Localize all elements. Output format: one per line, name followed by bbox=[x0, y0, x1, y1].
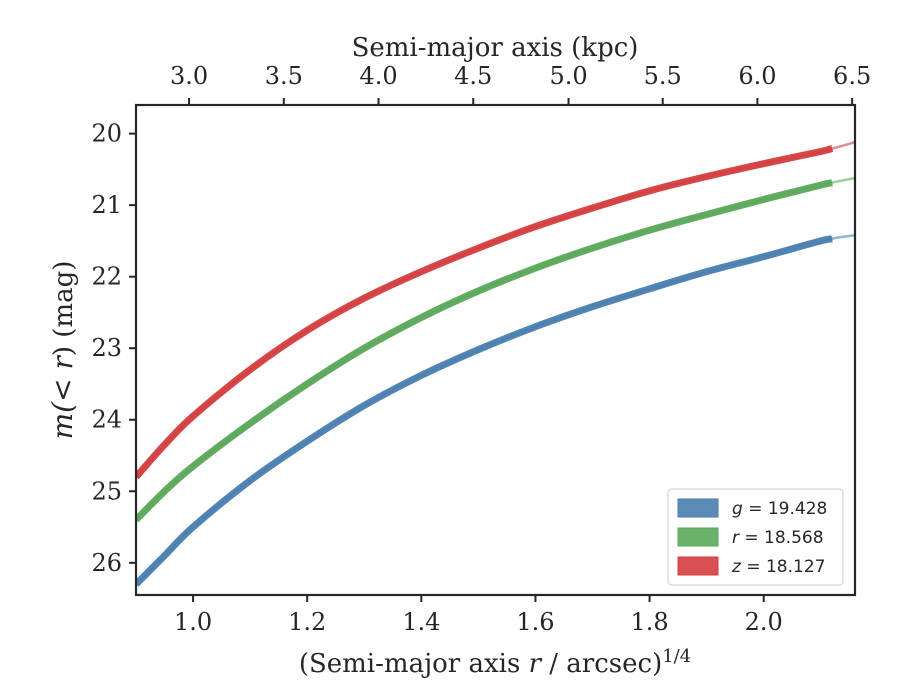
series-z-band bbox=[136, 145, 834, 480]
y-axis-title: m(< r) (mag) bbox=[46, 261, 79, 440]
y-tick-label: 20 bbox=[91, 120, 122, 148]
legend-swatch-z bbox=[677, 556, 719, 576]
legend-swatch-g bbox=[677, 498, 719, 518]
legend-swatch-r bbox=[677, 527, 719, 547]
x-tick-label: 1.4 bbox=[402, 608, 440, 636]
top-tick-label: 6.5 bbox=[833, 62, 871, 90]
series-g-band bbox=[136, 235, 833, 587]
series-layer bbox=[136, 140, 855, 587]
series-r-band bbox=[136, 179, 833, 523]
x-tick-label: 1.6 bbox=[516, 608, 554, 636]
y-tick-label: 24 bbox=[91, 406, 122, 434]
series-r-model-line bbox=[136, 176, 855, 521]
y-tick-label: 26 bbox=[91, 549, 122, 577]
x-tick-label: 1.2 bbox=[288, 608, 326, 636]
x-axis-title: (Semi-major axis r / arcsec)1/4 bbox=[299, 646, 691, 679]
ticks-layer: 1.0 1.2 1.4 1.6 1.8 2.0 20 21 22 23 24 25 26 3.0 3.5 4.… bbox=[91, 62, 871, 636]
y-tick-label: 22 bbox=[91, 263, 122, 291]
legend-label-g: g = 19.428 bbox=[732, 499, 827, 519]
top-tick-label: 6.0 bbox=[738, 62, 776, 90]
top-tick-label: 3.5 bbox=[265, 62, 303, 90]
legend-label-z: z = 18.127 bbox=[731, 557, 825, 577]
y-tick-label: 23 bbox=[91, 334, 122, 362]
x-tick-label: 1.8 bbox=[630, 608, 668, 636]
y-tick-label: 25 bbox=[91, 477, 122, 505]
top-tick-label: 5.0 bbox=[549, 62, 587, 90]
plot-frame bbox=[134, 103, 857, 597]
top-tick-label: 4.5 bbox=[454, 62, 492, 90]
top-axis-title: Semi-major axis (kpc) bbox=[352, 33, 639, 63]
y-tick-label: 21 bbox=[91, 191, 122, 219]
legend: g = 19.428 r = 18.568 z = 18.127 bbox=[667, 488, 844, 586]
top-tick-label: 4.0 bbox=[359, 62, 397, 90]
top-tick-label: 5.5 bbox=[644, 62, 682, 90]
x-tick-label: 1.0 bbox=[174, 608, 212, 636]
top-tick-label: 3.0 bbox=[170, 62, 208, 90]
x-tick-label: 2.0 bbox=[745, 608, 783, 636]
legend-label-r: r = 18.568 bbox=[732, 528, 824, 548]
